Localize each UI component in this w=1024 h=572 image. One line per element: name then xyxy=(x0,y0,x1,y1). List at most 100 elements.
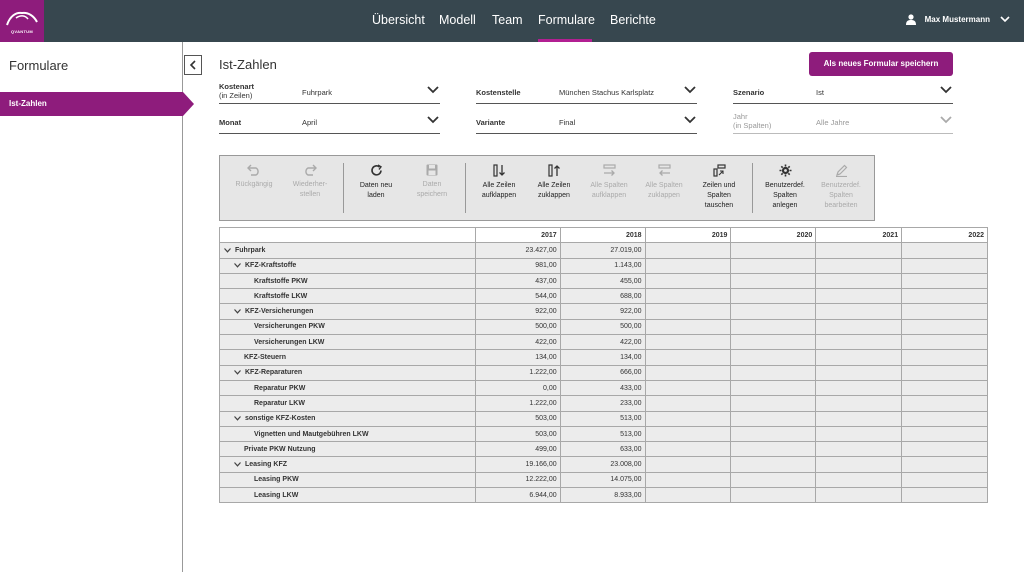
jahr-select[interactable]: Jahr (in Spalten) Alle Jahre xyxy=(733,112,953,134)
value-cell[interactable] xyxy=(730,242,817,259)
value-cell[interactable]: 503,00 xyxy=(474,425,561,443)
value-cell[interactable] xyxy=(815,334,903,351)
row-label-cell[interactable]: Leasing PKW xyxy=(219,471,476,489)
logo[interactable]: QVANTUM xyxy=(0,0,44,42)
value-cell[interactable] xyxy=(815,288,903,305)
value-cell[interactable] xyxy=(644,441,732,458)
value-cell[interactable] xyxy=(644,318,732,336)
value-cell[interactable] xyxy=(644,242,732,259)
row-label-cell[interactable]: Leasing KFZ xyxy=(219,456,476,473)
nav-item-uebersicht[interactable]: Übersicht xyxy=(372,13,425,27)
value-cell[interactable] xyxy=(815,487,903,504)
value-cell[interactable] xyxy=(901,272,988,290)
value-cell[interactable]: 19.166,00 xyxy=(474,456,561,473)
edit-custom-columns-button[interactable]: Benutzerdef. Spalten bearbeiten xyxy=(813,156,869,220)
undo-button[interactable]: Rückgängig xyxy=(226,156,282,220)
value-cell[interactable]: 513,00 xyxy=(559,425,646,443)
sidebar-item-ist-zahlen[interactable]: Ist-Zahlen xyxy=(0,92,194,116)
value-cell[interactable] xyxy=(644,272,732,290)
value-cell[interactable] xyxy=(730,334,817,351)
value-cell[interactable] xyxy=(644,425,732,443)
value-cell[interactable]: 666,00 xyxy=(559,364,646,381)
chevron-down-icon[interactable] xyxy=(224,247,231,253)
value-cell[interactable]: 981,00 xyxy=(474,257,561,274)
value-cell[interactable]: 500,00 xyxy=(559,318,646,336)
value-cell[interactable]: 513,00 xyxy=(559,410,646,427)
value-cell[interactable] xyxy=(901,487,988,504)
value-cell[interactable] xyxy=(730,288,817,305)
value-cell[interactable] xyxy=(901,364,988,381)
save-data-button[interactable]: Daten speichern xyxy=(404,156,460,220)
value-cell[interactable] xyxy=(730,471,817,489)
kostenstelle-select[interactable]: Kostenstelle München Stachus Karlsplatz xyxy=(476,82,697,104)
row-label-cell[interactable]: Versicherungen LKW xyxy=(219,334,476,351)
value-cell[interactable] xyxy=(644,456,732,473)
value-cell[interactable]: 23.427,00 xyxy=(474,242,561,259)
chevron-down-icon[interactable] xyxy=(234,461,241,467)
expand-all-columns-button[interactable]: Alle Spalten aufklappen xyxy=(581,156,637,220)
value-cell[interactable] xyxy=(901,379,988,397)
value-cell[interactable]: 437,00 xyxy=(474,272,561,290)
value-cell[interactable] xyxy=(901,425,988,443)
redo-button[interactable]: Wiederher- stellen xyxy=(282,156,338,220)
value-cell[interactable] xyxy=(644,349,732,366)
value-cell[interactable] xyxy=(901,349,988,366)
value-cell[interactable]: 433,00 xyxy=(559,379,646,397)
value-cell[interactable] xyxy=(730,456,817,473)
value-cell[interactable] xyxy=(815,242,903,259)
szenario-select[interactable]: Szenario Ist xyxy=(733,82,953,104)
value-cell[interactable] xyxy=(815,441,903,458)
value-cell[interactable] xyxy=(815,364,903,381)
value-cell[interactable]: 23.008,00 xyxy=(559,456,646,473)
value-cell[interactable] xyxy=(815,471,903,489)
value-cell[interactable] xyxy=(901,334,988,351)
row-label-cell[interactable]: Reparatur PKW xyxy=(219,379,476,397)
value-cell[interactable] xyxy=(730,303,817,320)
value-cell[interactable] xyxy=(901,242,988,259)
reload-data-button[interactable]: Daten neu laden xyxy=(348,156,404,220)
back-button[interactable] xyxy=(184,55,202,75)
row-label-cell[interactable]: Reparatur LKW xyxy=(219,395,476,412)
row-label-cell[interactable]: KFZ-Versicherungen xyxy=(219,303,476,320)
value-cell[interactable]: 12.222,00 xyxy=(474,471,561,489)
value-cell[interactable] xyxy=(730,410,817,427)
value-cell[interactable] xyxy=(644,410,732,427)
value-cell[interactable] xyxy=(815,395,903,412)
value-cell[interactable] xyxy=(815,303,903,320)
value-cell[interactable]: 633,00 xyxy=(559,441,646,458)
value-cell[interactable] xyxy=(730,364,817,381)
value-cell[interactable] xyxy=(815,425,903,443)
row-label-cell[interactable]: Leasing LKW xyxy=(219,487,476,504)
value-cell[interactable] xyxy=(901,288,988,305)
value-cell[interactable] xyxy=(644,257,732,274)
create-custom-columns-button[interactable]: Benutzerdef. Spalten anlegen xyxy=(757,156,813,220)
value-cell[interactable] xyxy=(815,379,903,397)
value-cell[interactable] xyxy=(901,318,988,336)
value-cell[interactable] xyxy=(901,441,988,458)
row-label-cell[interactable]: KFZ-Reparaturen xyxy=(219,364,476,381)
value-cell[interactable]: 922,00 xyxy=(474,303,561,320)
value-cell[interactable] xyxy=(815,410,903,427)
chevron-down-icon[interactable] xyxy=(234,370,241,375)
value-cell[interactable] xyxy=(644,471,732,489)
swap-rows-columns-button[interactable]: Zeilen und Spalten tauschen xyxy=(691,156,747,220)
row-label-cell[interactable]: KFZ-Steuern xyxy=(219,349,476,366)
value-cell[interactable] xyxy=(901,410,988,427)
value-cell[interactable]: 1.222,00 xyxy=(474,395,561,412)
value-cell[interactable] xyxy=(730,349,817,366)
value-cell[interactable] xyxy=(730,441,817,458)
nav-item-modell[interactable]: Modell xyxy=(439,13,476,27)
value-cell[interactable]: 455,00 xyxy=(559,272,646,290)
value-cell[interactable] xyxy=(730,487,817,504)
value-cell[interactable] xyxy=(644,379,732,397)
value-cell[interactable]: 233,00 xyxy=(559,395,646,412)
row-label-cell[interactable]: Kraftstoffe LKW xyxy=(219,288,476,305)
value-cell[interactable]: 14.075,00 xyxy=(559,471,646,489)
nav-item-berichte[interactable]: Berichte xyxy=(610,13,656,27)
value-cell[interactable]: 688,00 xyxy=(559,288,646,305)
column-header[interactable]: 2018 xyxy=(559,226,646,244)
row-label-cell[interactable]: Vignetten und Mautgebühren LKW xyxy=(219,425,476,443)
value-cell[interactable] xyxy=(901,303,988,320)
value-cell[interactable] xyxy=(815,456,903,473)
value-cell[interactable]: 0,00 xyxy=(474,379,561,397)
